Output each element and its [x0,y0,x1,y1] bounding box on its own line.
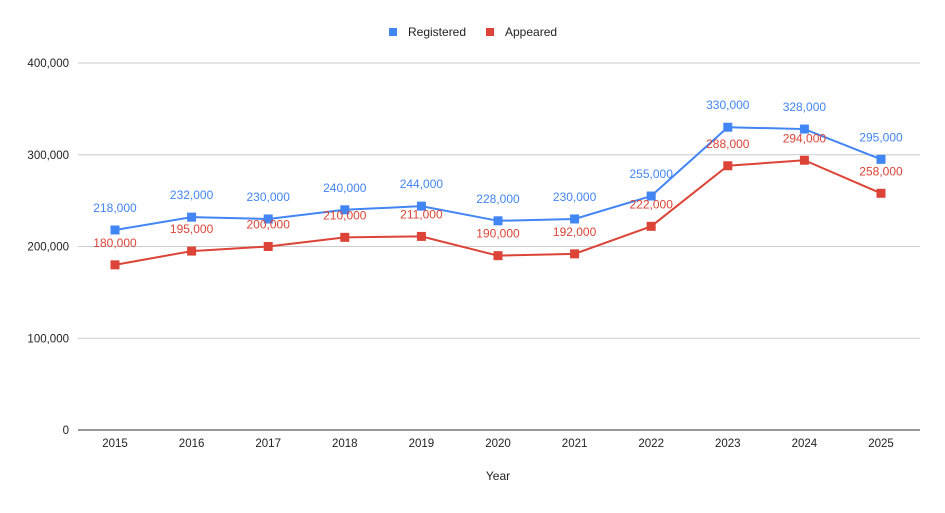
data-point [570,214,580,224]
data-point [340,232,350,242]
data-label: 294,000 [783,131,827,145]
data-point [187,212,197,222]
y-tick-label: 400,000 [27,58,69,70]
x-axis-label: Year [486,469,510,483]
data-point [493,251,503,261]
data-point [723,161,733,171]
y-tick-label: 200,000 [27,242,69,254]
data-point [723,122,733,132]
data-label: 240,000 [323,181,367,195]
data-point [263,214,273,224]
data-label: 211,000 [400,207,443,221]
data-label: 232,000 [170,188,214,202]
x-tick-label: 2018 [332,438,358,450]
data-label: 218,000 [93,201,137,215]
data-label: 200,000 [247,218,291,232]
legend-label: Appeared [505,25,557,39]
x-tick-label: 2015 [102,438,128,450]
data-point [799,124,809,134]
gridlines [78,62,920,431]
y-axis-ticks: 0 100,000 200,000 300,000 400,000 [27,58,69,437]
legend-label: Registered [408,25,466,39]
x-tick-label: 2025 [868,438,894,450]
x-tick-label: 2024 [792,438,818,450]
data-point [493,216,503,226]
legend-marker-registered [389,28,397,36]
x-tick-label: 2021 [562,438,588,450]
data-label: 210,000 [323,208,367,222]
data-point [187,246,197,256]
data-point [570,249,580,259]
y-tick-label: 300,000 [27,150,69,162]
data-label: 222,000 [630,197,674,211]
x-tick-label: 2023 [715,438,741,450]
data-label: 288,000 [706,137,750,151]
data-point [110,260,120,270]
x-tick-label: 2017 [255,438,281,450]
series-line-appeared [114,159,882,266]
data-label: 228,000 [476,192,520,206]
x-tick-label: 2019 [409,438,435,450]
data-point [646,191,656,201]
data-point [263,242,273,251]
data-label: 190,000 [476,227,520,241]
data-point [416,201,426,211]
data-point [876,188,886,198]
y-tick-label: 100,000 [27,333,69,345]
data-point [799,155,809,165]
legend[interactable]: Registered Appeared [389,25,557,39]
data-label: 258,000 [859,164,903,178]
series-line-registered [114,126,882,231]
series-group: 218,000 232,000 230,000 240,000 244,000 228,0… [93,98,903,270]
data-point [416,231,426,241]
data-label: 328,000 [783,100,827,114]
x-axis-ticks: 2015 2016 2017 2018 2019 2020 2021 2022 2023 2024… [102,438,894,450]
data-point [340,205,350,215]
x-tick-label: 2016 [179,438,205,450]
data-label: 330,000 [706,98,750,112]
data-label: 230,000 [247,190,291,204]
data-point [110,225,120,235]
data-label: 244,000 [400,177,444,191]
data-label: 255,000 [630,167,674,181]
data-label: 230,000 [553,190,597,204]
x-tick-label: 2022 [638,438,664,450]
x-tick-label: 2020 [485,438,511,450]
data-label: 195,000 [170,222,214,236]
data-label: 192,000 [553,225,597,239]
data-label: 180,000 [93,236,137,250]
data-point [876,154,886,164]
data-label: 295,000 [859,130,903,144]
legend-marker-appeared [486,28,494,36]
data-point [646,221,656,231]
y-tick-label: 0 [63,425,69,437]
